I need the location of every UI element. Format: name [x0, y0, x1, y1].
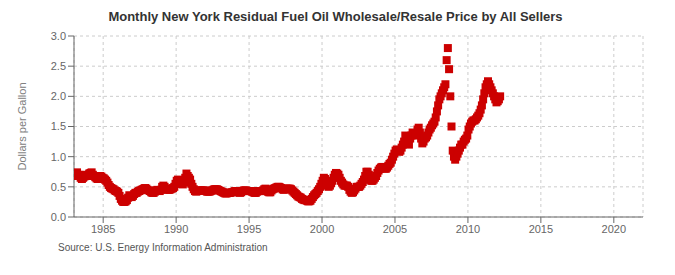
svg-text:1.0: 1.0: [51, 151, 66, 163]
svg-text:2015: 2015: [529, 223, 553, 235]
svg-text:2010: 2010: [456, 223, 480, 235]
svg-text:0.5: 0.5: [51, 181, 66, 193]
svg-text:Dollars per Gallon: Dollars per Gallon: [16, 82, 28, 170]
svg-text:1990: 1990: [164, 223, 188, 235]
svg-text:2.0: 2.0: [51, 90, 66, 102]
svg-text:1.5: 1.5: [51, 120, 66, 132]
svg-text:2000: 2000: [310, 223, 334, 235]
svg-text:3.0: 3.0: [51, 30, 66, 42]
svg-text:1985: 1985: [91, 223, 115, 235]
html-text:Source: U.S. Energy Informatio: Source: U.S. Energy Information Administ…: [58, 242, 268, 253]
svg-text:0.0: 0.0: [51, 211, 66, 223]
svg-text:1995: 1995: [237, 223, 261, 235]
html-text:Monthly New York Residual Fuel: Monthly New York Residual Fuel Oil Whole…: [108, 9, 563, 24]
svg-text:2.5: 2.5: [51, 60, 66, 72]
svg-text:2005: 2005: [383, 223, 407, 235]
svg-text:2020: 2020: [602, 223, 626, 235]
